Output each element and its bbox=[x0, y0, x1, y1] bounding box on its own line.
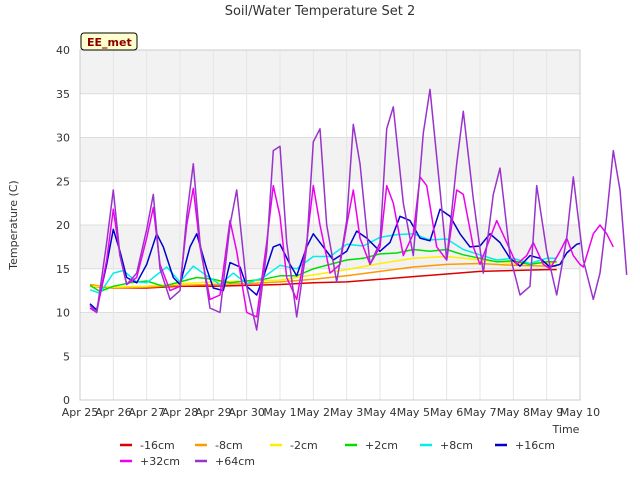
y-tick-label: 15 bbox=[56, 263, 70, 276]
series-line-+8cm bbox=[89, 233, 557, 295]
plot-border bbox=[79, 49, 581, 401]
y-tick-label: 30 bbox=[56, 132, 70, 145]
legend-label--16cm: -16cm bbox=[140, 439, 175, 452]
y-axis-label: Temperature (C) bbox=[7, 180, 20, 270]
x-tick-label: Apr 30 bbox=[228, 406, 265, 419]
y-tick-label: 40 bbox=[56, 44, 70, 57]
station-badge-box bbox=[80, 32, 138, 51]
x-axis-label: Time bbox=[552, 423, 580, 436]
x-tick-label: May 2 bbox=[297, 406, 330, 419]
x-tick-label: May 4 bbox=[363, 406, 396, 419]
series-line-+64cm bbox=[89, 88, 628, 331]
series-line-+32cm bbox=[89, 176, 614, 318]
series-line--16cm bbox=[89, 268, 557, 289]
x-tick-label: Apr 28 bbox=[162, 406, 199, 419]
series-lines bbox=[89, 88, 628, 331]
x-tick-label: Apr 26 bbox=[95, 406, 132, 419]
series-line-+16cm bbox=[89, 208, 581, 311]
y-tick-label: 10 bbox=[56, 307, 70, 320]
band-35 bbox=[80, 50, 580, 94]
y-tick-label: 5 bbox=[63, 350, 70, 363]
station-badge: EE_met bbox=[80, 32, 138, 51]
x-tick-label: May 6 bbox=[430, 406, 463, 419]
band-5 bbox=[80, 312, 580, 357]
legend-label-+32cm: +32cm bbox=[140, 455, 180, 468]
legend-label-+64cm: +64cm bbox=[215, 455, 255, 468]
x-tick-label: May 10 bbox=[560, 406, 600, 419]
legend-label--8cm: -8cm bbox=[215, 439, 243, 452]
band-25 bbox=[80, 137, 580, 182]
x-tick-label: May 7 bbox=[463, 406, 496, 419]
y-tick-label: 20 bbox=[56, 219, 70, 232]
legend: -16cm -8cm -2cm +2cm +8cm +16cm +32cm +64cm bbox=[120, 439, 555, 468]
y-tick-label: 35 bbox=[56, 88, 70, 101]
y-tick-label: 25 bbox=[56, 175, 70, 188]
y-axis-ticks: 0 5 10 15 20 25 30 35 40 bbox=[56, 44, 70, 407]
chart-title: Soil/Water Temperature Set 2 bbox=[225, 4, 416, 19]
x-tick-label: May 8 bbox=[497, 406, 530, 419]
x-tick-label: May 5 bbox=[397, 406, 430, 419]
x-tick-label: May 3 bbox=[330, 406, 363, 419]
grid-lines bbox=[79, 49, 581, 401]
x-tick-label: Apr 27 bbox=[128, 406, 165, 419]
x-tick-label: Apr 25 bbox=[62, 406, 99, 419]
legend-label-+16cm: +16cm bbox=[515, 439, 555, 452]
x-tick-label: May 9 bbox=[530, 406, 563, 419]
station-badge-label: EE_met bbox=[87, 36, 132, 49]
legend-label-+2cm: +2cm bbox=[365, 439, 398, 452]
x-tick-label: May 1 bbox=[263, 406, 296, 419]
y-tick-label: 0 bbox=[63, 394, 70, 407]
legend-label-+8cm: +8cm bbox=[440, 439, 473, 452]
legend-label--2cm: -2cm bbox=[290, 439, 318, 452]
x-tick-label: Apr 29 bbox=[195, 406, 232, 419]
